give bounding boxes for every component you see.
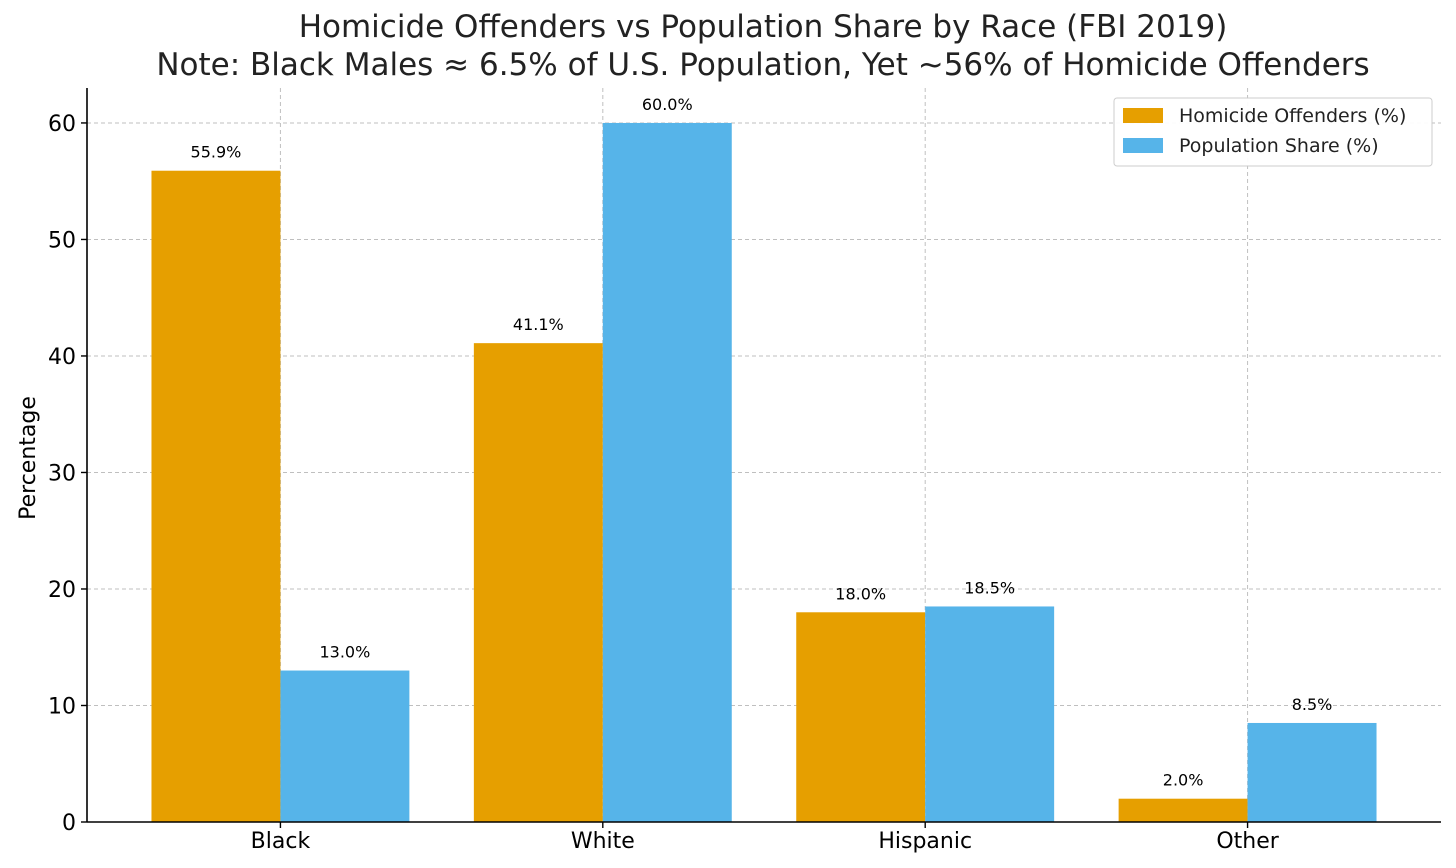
- y-tick-label: 0: [62, 811, 76, 836]
- y-tick-label: 10: [48, 694, 76, 719]
- y-tick-label: 40: [48, 345, 76, 370]
- bar: [1247, 722, 1377, 822]
- bar: [151, 170, 281, 822]
- chart-title-line-1: Homicide Offenders vs Population Share b…: [298, 9, 1228, 45]
- bar-value-label: 2.0%: [1163, 771, 1204, 790]
- bar-value-label: 13.0%: [319, 643, 370, 662]
- y-tick-label: 30: [48, 461, 76, 486]
- y-tick-label: 20: [48, 578, 76, 603]
- legend-swatch: [1123, 108, 1163, 123]
- chart-subtitle: Note: Black Males ≈ 6.5% of U.S. Populat…: [156, 47, 1370, 83]
- bar: [1118, 798, 1248, 822]
- bar: [473, 343, 603, 822]
- bar-value-labels: 55.9% 41.1% 18.0% 2.0% 13.0% 60.0% 18.5% 8.5%: [191, 95, 1333, 790]
- axes: [81, 88, 1441, 828]
- chart-title: Homicide Offenders vs Population Share b…: [0, 8, 1456, 84]
- y-axis-label: Percentage: [16, 396, 41, 520]
- bar-value-label: 18.5%: [964, 578, 1015, 597]
- legend: Homicide Offenders (%) Population Share (…: [1113, 97, 1433, 167]
- x-tick-label: Other: [1216, 829, 1279, 854]
- bar: [925, 606, 1055, 822]
- y-tick-labels: 0 10 20 30 40 50 60: [48, 112, 76, 836]
- bar-value-label: 55.9%: [191, 143, 242, 162]
- bar: [280, 670, 410, 822]
- legend-box: [1113, 97, 1433, 167]
- y-tick-label: 50: [48, 228, 76, 253]
- legend-label: Homicide Offenders (%): [1179, 105, 1406, 127]
- x-tick-label: White: [571, 829, 635, 854]
- bar: [796, 612, 926, 822]
- legend-swatch: [1123, 138, 1163, 153]
- bars: [151, 122, 1377, 822]
- bar: [602, 122, 732, 822]
- bar-value-label: 41.1%: [513, 315, 564, 334]
- x-tick-labels: Black White Hispanic Other: [251, 829, 1280, 854]
- bar-value-label: 60.0%: [642, 95, 693, 114]
- y-tick-label: 60: [48, 112, 76, 137]
- x-tick-label: Black: [251, 829, 311, 854]
- x-tick-label: Hispanic: [878, 829, 972, 854]
- legend-label: Population Share (%): [1179, 135, 1379, 157]
- bar-value-label: 18.0%: [835, 584, 886, 603]
- bar-value-label: 8.5%: [1292, 695, 1333, 714]
